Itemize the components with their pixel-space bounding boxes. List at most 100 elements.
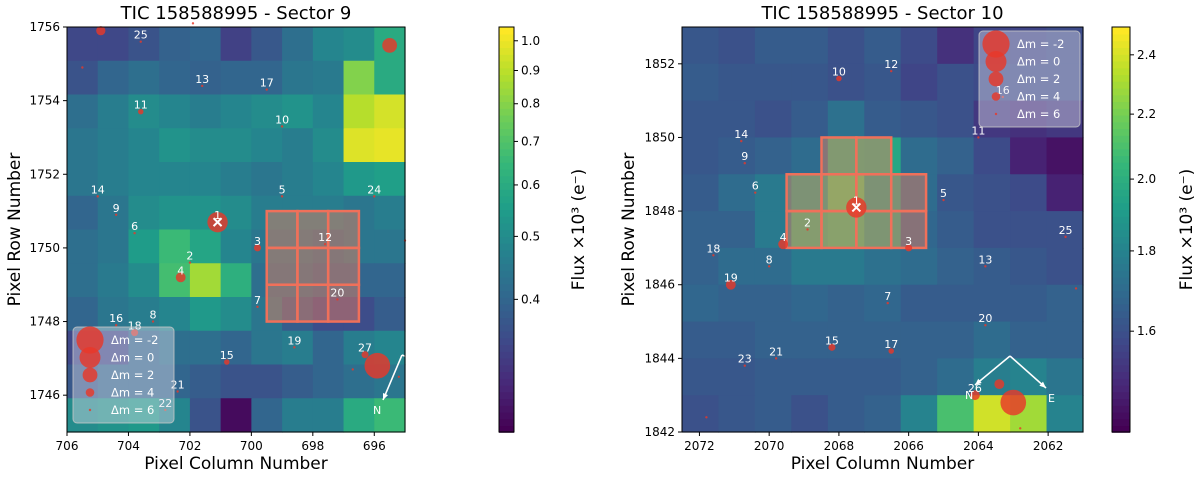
- heatmap-cell: [67, 398, 99, 433]
- heatmap-cell: [374, 195, 406, 231]
- y-tick-label: 1754: [29, 94, 60, 108]
- heatmap-cell: [343, 128, 375, 163]
- y-tick-label: 1756: [29, 20, 60, 34]
- colorbar-segment: [1112, 195, 1130, 204]
- star-marker: [139, 40, 142, 43]
- heatmap-cell: [900, 247, 938, 286]
- heatmap-cell: [1046, 247, 1084, 286]
- heatmap-cell: [159, 60, 191, 96]
- heatmap-cell: [900, 211, 938, 249]
- heatmap-cell: [1010, 63, 1048, 102]
- heatmap-cell: [128, 364, 160, 399]
- heatmap-cell: [97, 229, 130, 264]
- heatmap-cell: [251, 162, 283, 197]
- heatmap-cell: [791, 27, 829, 65]
- heatmap-cell: [718, 63, 756, 102]
- heatmap-cell: [827, 63, 865, 102]
- colorbar-segment: [499, 364, 514, 373]
- colorbar-segment: [499, 391, 514, 400]
- aperture-pixel: [889, 209, 928, 250]
- heatmap-cell: [718, 100, 756, 139]
- star-label: 22: [158, 397, 172, 410]
- heatmap-cell: [374, 297, 406, 332]
- colorbar-segment: [1112, 310, 1130, 319]
- heatmap-cell: [159, 94, 191, 129]
- colorbar-segment: [1112, 87, 1130, 96]
- colorbar-tick-label: 0.7: [521, 134, 540, 148]
- heatmap-cell: [343, 27, 375, 62]
- aperture-mask: [785, 136, 928, 250]
- legend-marker: [79, 347, 101, 368]
- heatmap-cell: [827, 247, 865, 286]
- colorbar-segment: [499, 229, 514, 238]
- star-label: 9: [741, 150, 748, 163]
- heatmap-cell: [791, 247, 829, 286]
- colorbar-segment: [1112, 384, 1130, 393]
- heatmap-cell: [312, 60, 345, 96]
- heatmap-cell: [864, 174, 902, 212]
- colorbar-segment: [1112, 344, 1130, 352]
- heatmap-cell: [791, 284, 829, 323]
- heatmap-cell: [343, 162, 375, 197]
- legend: Δm = -2 Δm = 0 Δm = 2 Δm = 4 Δm = 6: [978, 30, 1081, 128]
- star-label: 5: [940, 187, 947, 200]
- colorbar-segment: [499, 337, 514, 346]
- heatmap-cell: [754, 27, 792, 65]
- heatmap-cell: [937, 27, 975, 65]
- heatmap-cell: [791, 321, 829, 359]
- compass-arrow-e-icon: [1009, 355, 1047, 389]
- colorbar-segment: [1112, 236, 1130, 244]
- compass-e-label: E: [442, 374, 449, 387]
- heatmap-cell: [128, 60, 160, 96]
- colorbar-tick-label: 0.6: [521, 178, 540, 192]
- star-marker: [905, 244, 913, 252]
- colorbar-segment: [1112, 283, 1130, 292]
- star-marker: [1019, 427, 1022, 430]
- heatmap-cell: [682, 358, 720, 396]
- arrowhead-icon: [975, 378, 982, 385]
- colorbar-segment: [499, 40, 514, 49]
- heatmap-cell: [343, 94, 375, 129]
- heatmap-cell: [374, 398, 406, 433]
- colorbar-segment: [1112, 141, 1130, 150]
- colorbar-segment: [499, 148, 514, 157]
- heatmap-cell: [682, 211, 720, 249]
- star-label: 1: [214, 209, 221, 222]
- colorbar-segment: [1112, 249, 1130, 258]
- colorbar-segment: [499, 47, 514, 55]
- compass: NE: [373, 354, 449, 417]
- heatmap-cell: [312, 94, 345, 129]
- star-label: 3: [905, 235, 912, 248]
- colorbar-segment: [1112, 425, 1130, 433]
- colorbar-segment: [499, 195, 514, 204]
- legend-entry: Δm = 6: [1017, 107, 1060, 121]
- colorbar-segment: [499, 27, 514, 35]
- colorbar-segment: [1112, 202, 1130, 211]
- colorbar-segment: [1112, 108, 1130, 116]
- colorbar-segment: [1112, 378, 1130, 386]
- star-marker: [373, 195, 376, 198]
- y-tick-label: 1746: [29, 388, 60, 402]
- legend-marker: [985, 51, 1007, 72]
- colorbar-segment: [1112, 121, 1130, 130]
- aperture-pixel: [889, 173, 928, 213]
- heatmap-cell: [128, 398, 160, 433]
- heatmap-cell: [718, 137, 756, 175]
- star-marker: [175, 272, 186, 283]
- heatmap-cell: [900, 321, 938, 359]
- legend-entry: Δm = 6: [111, 403, 154, 417]
- heatmap-cell: [220, 297, 252, 332]
- heatmap-cell: [282, 128, 314, 163]
- heatmap-cell: [128, 195, 160, 231]
- x-tick-label: 698: [301, 439, 324, 453]
- heatmap-cell: [900, 63, 938, 102]
- star-marker: [201, 84, 204, 88]
- heatmap-cell: [1046, 395, 1084, 433]
- heatmap-cell: [128, 229, 160, 264]
- legend-box: [72, 326, 175, 424]
- colorbar: 1.6 1.8 2.0 2.2 2.4 Flux ×10³ (e⁻): [1111, 26, 1197, 433]
- heatmap-cell: [128, 263, 160, 298]
- heatmap-cell: [1046, 284, 1084, 323]
